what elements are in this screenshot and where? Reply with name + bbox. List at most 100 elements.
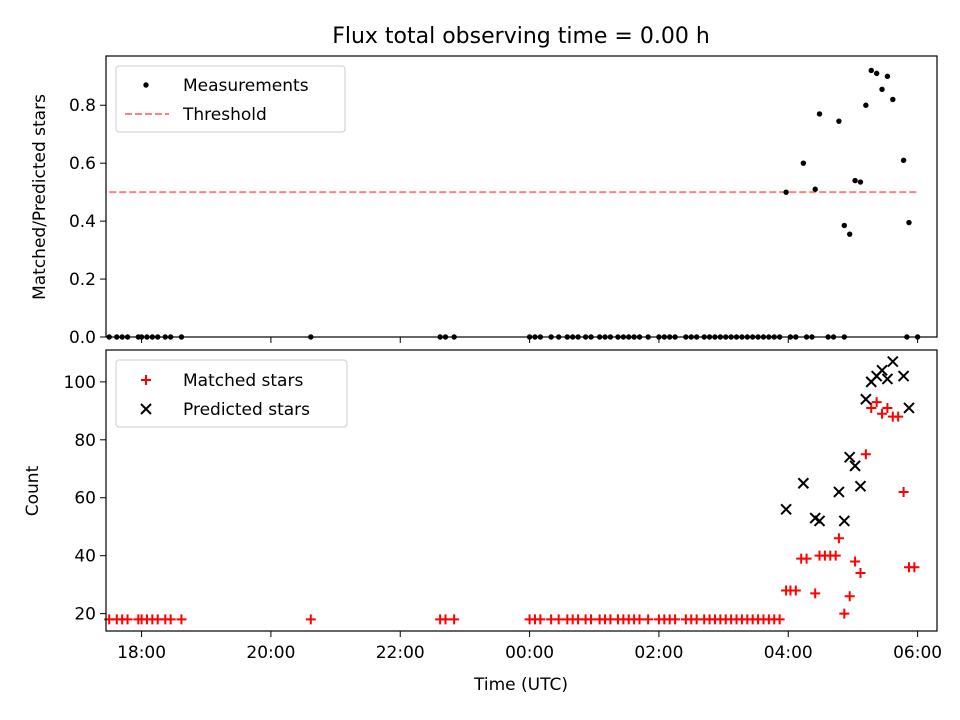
y-tick-label: 0.0 [69,328,96,348]
x-tick-label: 02:00 [634,643,683,663]
matched-star-point [882,402,893,413]
legend-predicted-marker [140,403,152,415]
y-tick-label: 0.8 [69,96,96,116]
matched-star-point [586,614,597,625]
x-axis-label: Time (UTC) [473,675,568,695]
matched-star-point [553,614,564,625]
measurement-point [800,160,807,166]
x-tick-label: 04:00 [764,643,813,663]
ratio-legend: Measurements Threshold [115,65,346,133]
measurement-point [852,177,858,184]
measurement-point [783,189,789,195]
matched-star-point [801,553,812,564]
matched-star-point [850,556,861,567]
matched-star-point [860,449,871,460]
legend-threshold-label: Threshold [182,105,267,125]
matched-star-point [122,614,133,625]
y-tick-label: 100 [64,373,96,393]
matched-star-point [839,608,850,619]
ratio-legend-box [115,65,346,133]
matched-star-point [898,486,909,497]
figure-title: Flux total observing time = 0.00 h [332,24,710,49]
predicted-star-point [881,373,894,385]
ratio-axes-frame [105,55,938,338]
x-tick-label: 20:00 [246,643,295,663]
measurement-point [846,231,853,237]
count-axes-frame [105,349,938,632]
measurement-point [816,111,823,117]
legend-predicted-label: Predicted stars [183,400,310,420]
matched-star-point [877,408,888,419]
matched-star-point [893,411,904,422]
matched-star-point [774,614,785,625]
measurement-point [900,157,907,163]
predicted-star-point [849,460,861,472]
predicted-star-point [876,364,888,376]
measurement-point [879,86,885,93]
y-tick-label: 60 [74,489,96,509]
legend-measurements-marker [143,82,149,88]
predicted-star-point [860,393,872,405]
predicted-star-point [903,402,915,414]
legend-matched-marker [141,375,151,385]
matched-star-point [535,614,546,625]
matched-star-point [871,397,882,408]
matched-star-point [643,614,654,625]
x-tick-label: 06:00 [893,643,942,663]
count-axes: 20 40 60 80 100 18:00 20:00 22:00 00:00 02:00 04:0… [64,373,943,663]
measurement-point [868,67,874,74]
matched-star-point [909,562,920,573]
matched-star-point [790,585,801,596]
predicted-star-point [854,480,867,492]
predicted-star-point [780,503,792,516]
y-tick-label: 80 [74,431,96,451]
predicted-star-point [843,451,856,463]
y-tick-label: 0.6 [69,154,96,174]
measurement-point [906,219,912,226]
x-tick-label: 22:00 [376,643,425,663]
x-tick-label: 00:00 [505,643,554,663]
predicted-star-point [797,477,810,489]
count-legend: Matched stars Predicted stars [115,359,348,428]
predicted-star-point [838,515,851,527]
count-y-axis-label: Count [23,465,43,516]
predicted-star-point [887,355,899,368]
matched-star-point [830,550,841,561]
measurement-point [857,179,864,185]
count-legend-box [115,359,348,428]
measurement-point [812,186,818,192]
predicted-star-point [833,486,845,498]
matched-star-point [440,614,451,625]
matched-star-point [833,533,844,544]
y-tick-label: 40 [74,547,96,567]
count-plot-area [104,355,920,625]
ratio-y-axis-label: Matched/Predicted stars [30,94,50,300]
x-tick-label: 18:00 [117,643,166,663]
predicted-star-point [897,370,910,382]
predicted-star-point [813,515,826,527]
matched-star-point [866,402,877,413]
measurement-point [863,102,869,108]
y-tick-label: 0.2 [69,270,96,290]
matched-star-point [305,614,316,625]
ratio-panel: 0.00.20.40.60.8 Matched/Predicted stars … [30,55,938,348]
matched-star-point [670,614,681,625]
matched-star-point [855,568,866,579]
matched-star-point [810,588,821,599]
count-panel: 20 40 60 80 100 18:00 20:00 22:00 00:00 02:00 04:0… [23,349,943,663]
legend-measurements-label: Measurements [183,76,309,96]
matched-star-point [449,614,460,625]
measurement-point [873,70,880,77]
y-tick-label: 0.4 [69,212,96,232]
measurement-point [884,73,891,79]
y-tick-label: 20 [74,605,96,625]
matched-star-point [165,614,176,625]
matched-star-point [634,614,645,625]
measurement-point [836,118,842,124]
ratio-axes: 0.0 0.2 0.4 0.6 0.8 [69,96,919,348]
measurement-point [841,222,848,229]
legend-matched-label: Matched stars [183,371,303,391]
matched-star-point [176,614,187,625]
measurement-point [890,96,896,103]
